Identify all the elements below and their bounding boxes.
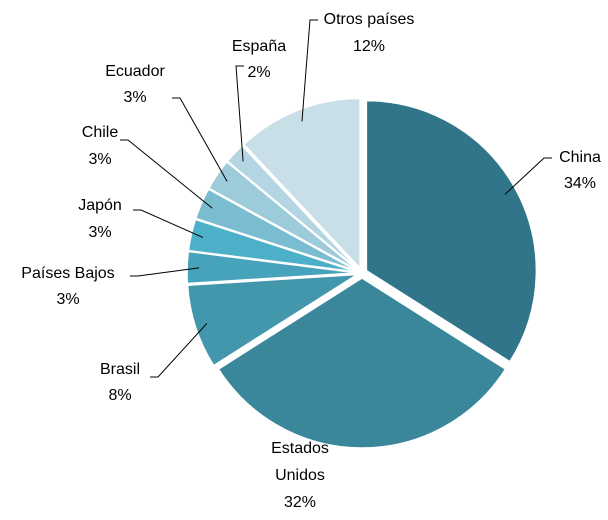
category-label: Chile xyxy=(82,124,119,141)
category-label: Países Bajos xyxy=(21,265,114,282)
pie-slice xyxy=(186,250,358,285)
pie-slice xyxy=(194,188,358,272)
category-label: Ecuador xyxy=(105,63,165,80)
leader-line xyxy=(150,323,208,378)
category-label: España xyxy=(232,38,286,55)
value-label: 3% xyxy=(88,224,111,241)
category-label: Estados Unidos xyxy=(271,440,329,484)
leader-line xyxy=(130,267,200,277)
value-label: 32% xyxy=(284,494,316,511)
value-label: 34% xyxy=(564,175,596,192)
leader-line xyxy=(133,209,204,238)
category-label: Otros países xyxy=(324,11,415,28)
pie-slice xyxy=(187,218,358,273)
value-label: 3% xyxy=(56,291,79,308)
value-label: 12% xyxy=(353,38,385,55)
pie-slice xyxy=(242,97,361,271)
pie-slice xyxy=(207,160,359,271)
pie-slice xyxy=(217,277,507,449)
value-label: 3% xyxy=(88,151,111,168)
leader-line xyxy=(301,19,318,122)
value-label: 2% xyxy=(247,64,270,81)
category-label: Brasil xyxy=(100,361,140,378)
value-label: 8% xyxy=(108,387,131,404)
category-label: China xyxy=(559,149,601,166)
leader-line xyxy=(235,65,244,162)
leader-line xyxy=(172,97,228,182)
category-label: Japón xyxy=(78,197,122,214)
leader-line xyxy=(504,157,552,195)
pie-slice xyxy=(186,273,358,367)
value-label: 3% xyxy=(123,89,146,106)
leader-line xyxy=(120,139,213,209)
pie-slice xyxy=(365,99,538,363)
